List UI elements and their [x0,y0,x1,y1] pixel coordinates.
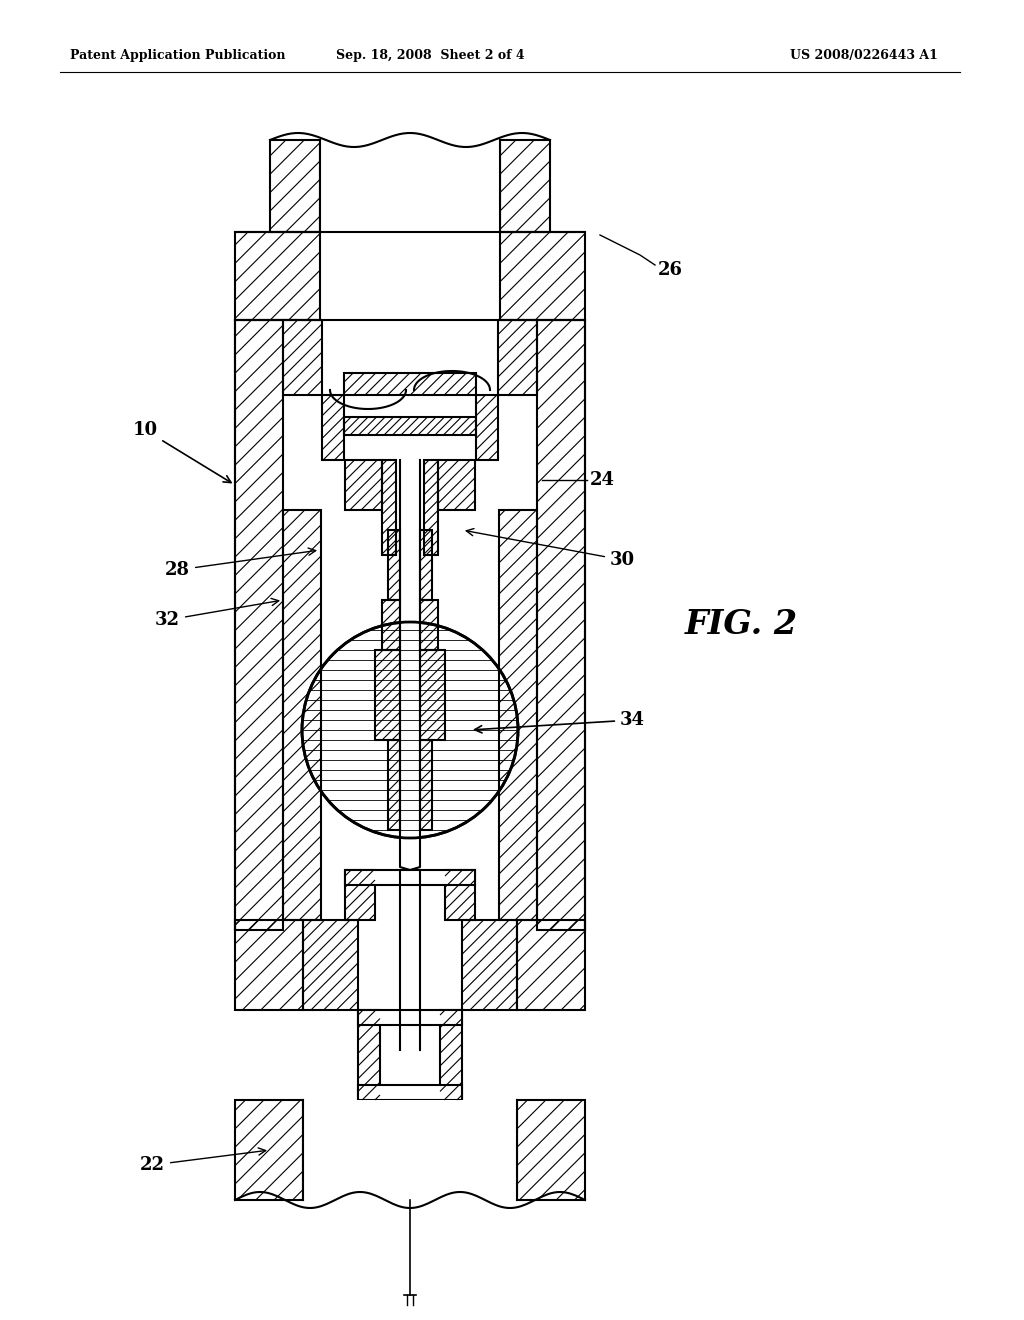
Text: FIG. 2: FIG. 2 [685,609,798,642]
Bar [420,601,438,649]
Bar [500,232,585,319]
Bar [462,920,517,1010]
Bar [345,870,375,920]
Bar [234,1100,303,1200]
Bar [358,1010,380,1100]
Bar [440,1010,462,1100]
Bar [517,1100,585,1200]
Bar [382,459,396,554]
Bar [517,920,585,1010]
Bar [283,319,322,395]
Bar [445,870,475,920]
Bar [500,140,550,232]
Bar [424,459,438,554]
Bar [498,319,537,395]
Bar [234,232,319,319]
Bar [375,649,400,741]
Bar [234,920,303,1010]
Bar [438,459,475,510]
Bar [420,649,445,741]
Text: 34: 34 [475,711,645,733]
Bar [345,459,382,510]
Bar [476,395,498,459]
Text: 22: 22 [140,1148,265,1173]
Bar [420,741,432,830]
Text: Sep. 18, 2008  Sheet 2 of 4: Sep. 18, 2008 Sheet 2 of 4 [336,49,524,62]
Bar [322,395,344,459]
Bar [319,140,500,232]
Bar [344,374,476,395]
Bar [303,920,358,1010]
Bar [388,531,400,601]
Bar [382,601,400,649]
Bar [499,510,537,920]
Text: US 2008/0226443 A1: US 2008/0226443 A1 [790,49,938,62]
Bar [234,319,283,931]
Bar [344,417,476,436]
Text: 30: 30 [466,528,635,569]
Bar [345,870,475,884]
Bar [358,1010,462,1026]
Text: Patent Application Publication: Patent Application Publication [70,49,286,62]
Bar [400,459,420,1049]
Bar [388,741,400,830]
Bar [283,510,321,920]
Bar [270,140,319,232]
Bar [358,1085,462,1100]
Text: 32: 32 [155,598,279,630]
Text: 10: 10 [132,421,231,483]
Text: 28: 28 [165,548,315,579]
Bar [537,319,585,931]
Bar [303,1100,517,1200]
Text: 24: 24 [590,471,615,488]
Text: 26: 26 [658,261,683,279]
Bar [420,531,432,601]
